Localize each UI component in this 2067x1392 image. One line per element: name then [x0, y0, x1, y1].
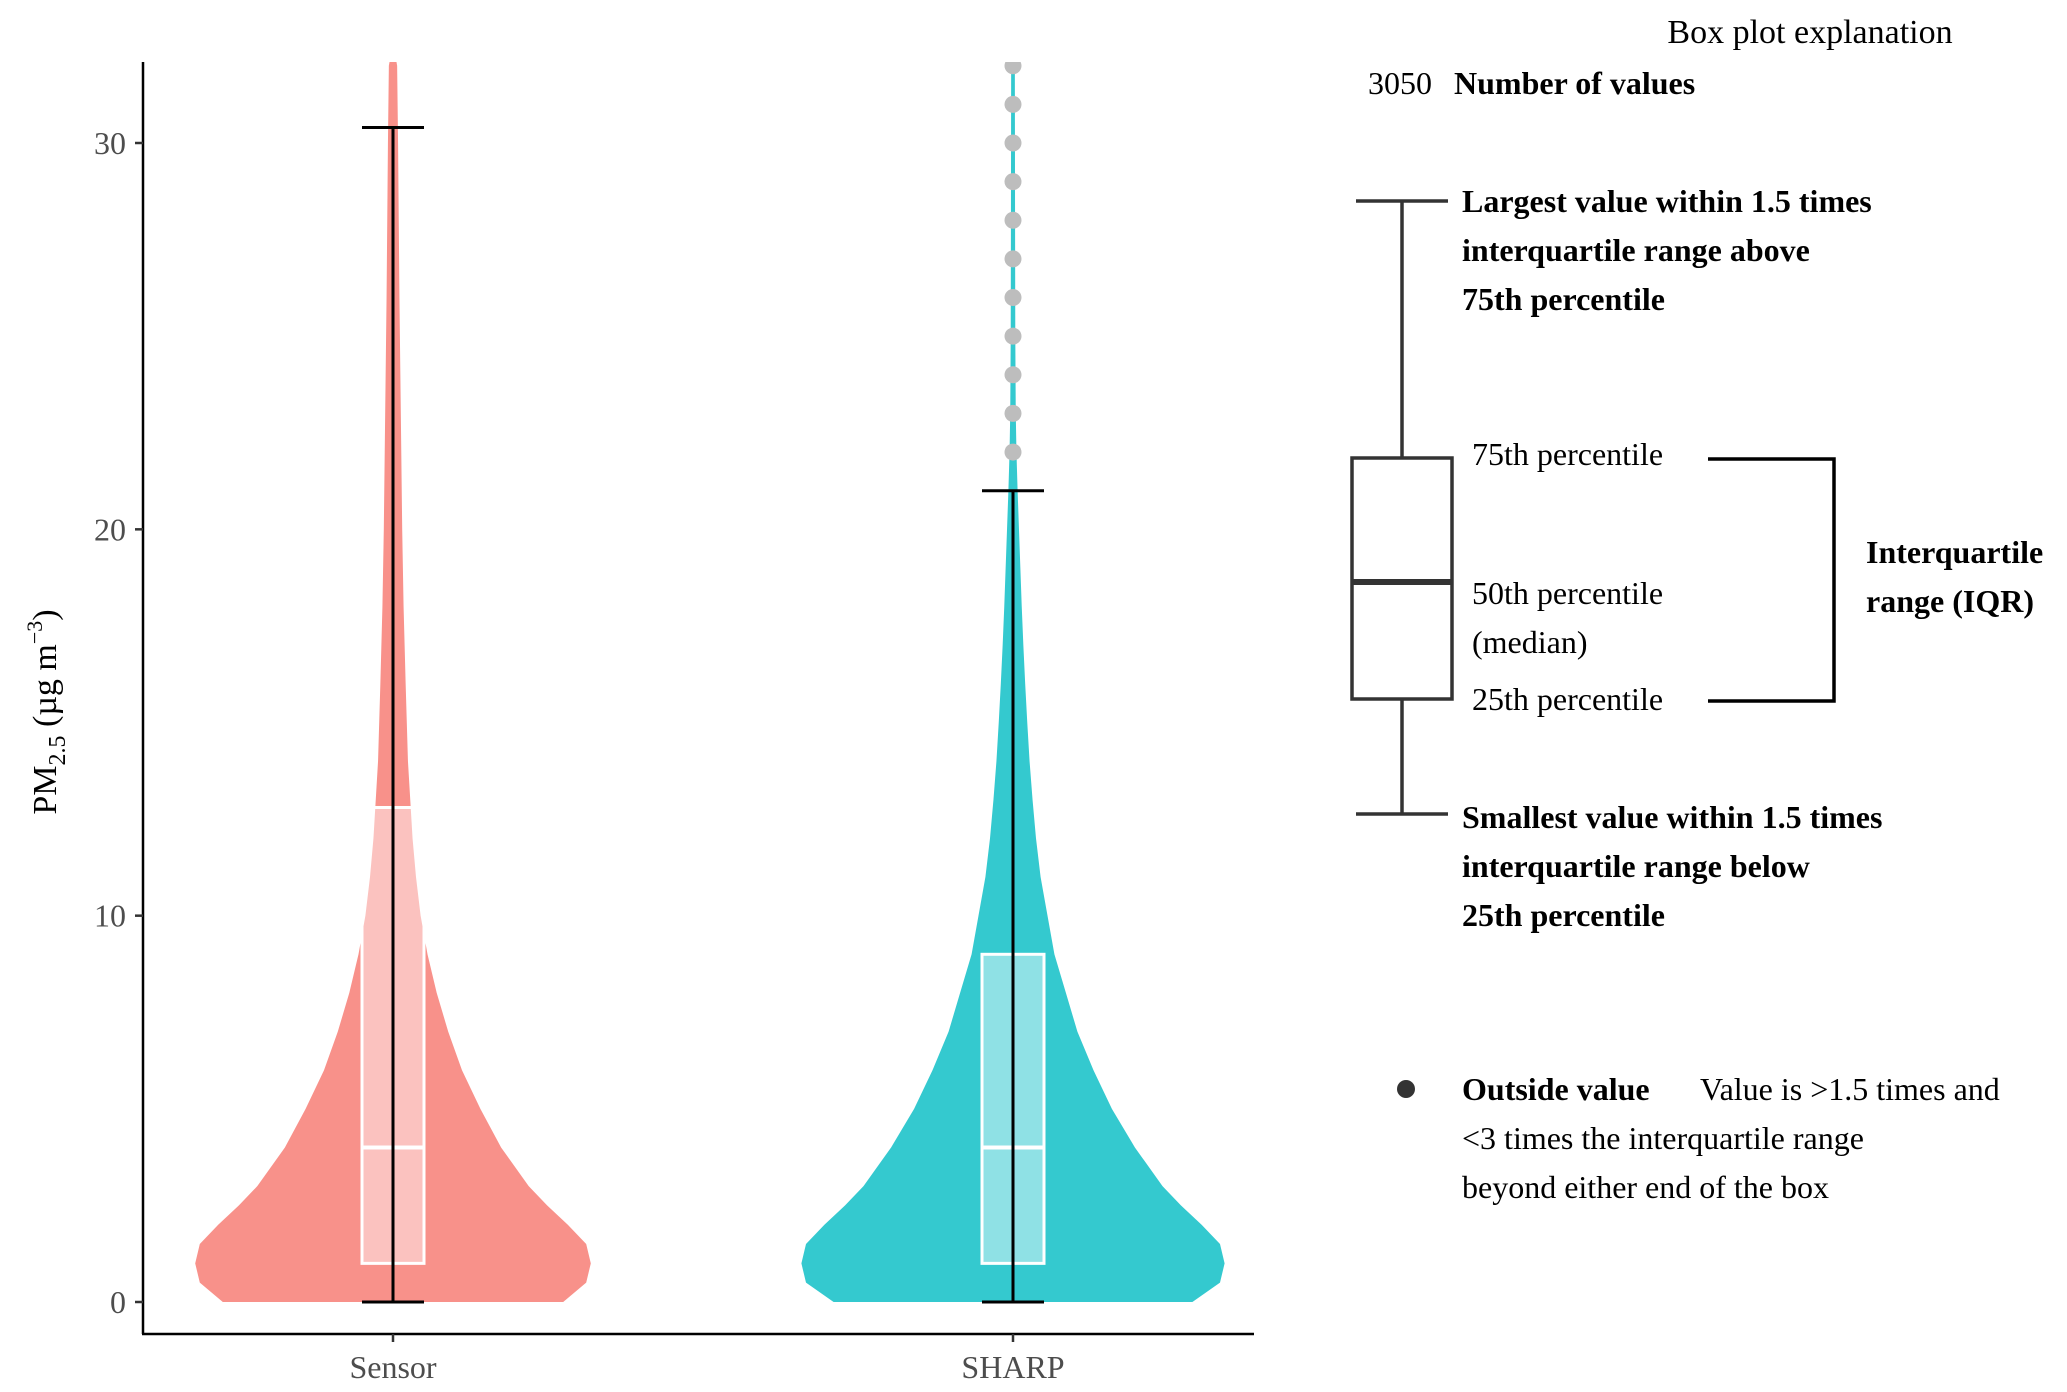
legend-outside-label: Outside value: [1462, 1071, 1650, 1107]
legend-iqr-bracket: [1708, 457, 1836, 703]
legend-lower-whisker-desc-2: interquartile range below: [1462, 848, 1810, 884]
x-tick-label-sensor: Sensor: [349, 1349, 436, 1385]
legend-count-value: 3050: [1368, 65, 1432, 101]
y-axis-title: PM2.5 (µg m−3): [22, 609, 71, 814]
violin-chart: 0 10 20 30 Sensor SHARP PM2.5 (µg m−3): [22, 62, 1254, 1385]
axes: [141, 62, 1254, 1336]
outlier-layer: [1004, 62, 1022, 461]
y-tick-label-20: 20: [94, 511, 126, 547]
legend-outside-desc-3: beyond either end of the box: [1462, 1169, 1829, 1205]
y-tick-label-0: 0: [110, 1284, 126, 1320]
outlier-point-sharp-1: [1004, 404, 1022, 422]
x-ticks: Sensor SHARP: [349, 1334, 1065, 1385]
y-axis-title-sub: 2.5: [45, 735, 71, 765]
legend-p75-label: 75th percentile: [1472, 436, 1663, 472]
y-tick-label-10: 10: [94, 898, 126, 934]
legend-lower-whisker-desc-3: 25th percentile: [1462, 897, 1665, 933]
legend-p50-label-2: (median): [1472, 624, 1588, 660]
y-ticks: 0 10 20 30: [94, 125, 143, 1320]
legend-lower-whisker-desc-1: Smallest value within 1.5 times: [1462, 799, 1882, 835]
legend-upper-whisker-desc-2: interquartile range above: [1462, 232, 1810, 268]
y-axis-title-main: PM: [27, 765, 64, 814]
y-tick-label-30: 30: [94, 125, 126, 161]
y-axis-title-units: (µg m: [27, 644, 64, 735]
legend-p25-label: 25th percentile: [1472, 681, 1663, 717]
outlier-point-sharp-6: [1004, 211, 1022, 229]
outlier-point-sharp-2: [1004, 366, 1022, 384]
legend-count-label: Number of values: [1454, 65, 1695, 101]
legend-iqr-label-1: Interquartile: [1866, 534, 2043, 570]
outlier-point-sharp-10: [1004, 62, 1022, 75]
legend-example-boxplot: [1350, 199, 1454, 816]
legend-box: [1350, 456, 1454, 701]
legend-outside-desc-2: <3 times the interquartile range: [1462, 1120, 1864, 1156]
legend-title: Box plot explanation: [1667, 14, 1952, 51]
legend-outside-value-dot: [1397, 1080, 1415, 1098]
legend-upper-whisker-desc-3: 75th percentile: [1462, 281, 1665, 317]
boxplot-layer: [360, 126, 1046, 1304]
outlier-point-sharp-9: [1004, 95, 1022, 113]
outlier-point-sharp-7: [1004, 173, 1022, 191]
legend-outside-desc-1: Value is >1.5 times and: [1700, 1071, 2000, 1107]
outlier-point-sharp-8: [1004, 134, 1022, 152]
violin-layer: [195, 62, 1225, 1302]
outlier-point-sharp-5: [1004, 250, 1022, 268]
legend-iqr-label-2: range (IQR): [1866, 583, 2034, 619]
outlier-point-sharp-3: [1004, 327, 1022, 345]
legend-upper-whisker-desc-1: Largest value within 1.5 times: [1462, 183, 1872, 219]
y-axis-title-close: ): [27, 609, 64, 620]
outlier-point-sharp-4: [1004, 289, 1022, 307]
legend-p50-label-1: 50th percentile: [1472, 575, 1663, 611]
x-tick-label-sharp: SHARP: [961, 1349, 1064, 1385]
outlier-point-sharp-0: [1004, 443, 1022, 461]
y-axis-title-sup: −3: [22, 621, 47, 644]
